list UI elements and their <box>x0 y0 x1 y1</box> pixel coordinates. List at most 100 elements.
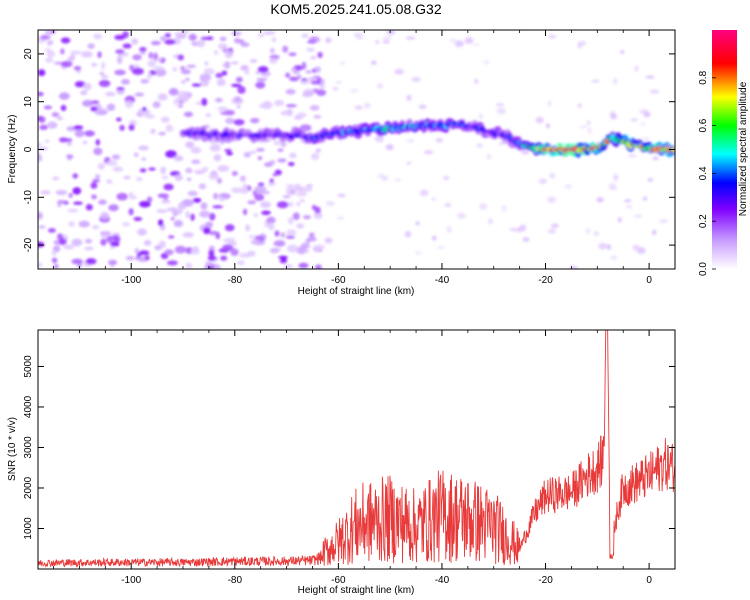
noise-cell <box>233 38 242 44</box>
noise-cell <box>394 178 402 182</box>
noise-cell <box>219 111 230 116</box>
noise-cell <box>94 110 107 116</box>
noise-cell <box>51 250 57 256</box>
noise-cell <box>296 246 308 255</box>
noise-cell <box>406 161 412 165</box>
noise-cell <box>134 247 139 254</box>
noise-cell <box>634 65 639 72</box>
spectrogram-y-label: Frequency (Hz) <box>7 115 18 184</box>
noise-cell <box>106 103 116 111</box>
noise-cell <box>243 151 251 158</box>
noise-cell <box>374 135 384 143</box>
noise-cell <box>642 136 650 142</box>
noise-cell <box>269 178 274 183</box>
noise-cell <box>271 37 277 43</box>
noise-cell <box>38 91 44 97</box>
noise-cell <box>236 104 241 109</box>
noise-cell <box>90 182 98 189</box>
noise-cell <box>495 103 505 107</box>
noise-cell <box>40 190 51 195</box>
noise-cell <box>478 113 484 120</box>
noise-cell <box>172 67 178 72</box>
colorbar-tick-label: 0.2 <box>698 214 709 228</box>
noise-cell <box>133 152 139 158</box>
noise-cell <box>230 61 239 65</box>
noise-cell <box>61 61 73 68</box>
noise-cell <box>231 171 238 176</box>
noise-cell <box>549 172 556 179</box>
noise-cell <box>68 220 75 227</box>
noise-cell <box>286 201 294 207</box>
noise-cell <box>208 249 215 257</box>
noise-cell <box>280 142 287 147</box>
noise-cell <box>222 62 231 69</box>
noise-cell <box>332 87 339 91</box>
noise-cell <box>47 228 56 233</box>
noise-cell <box>125 255 135 261</box>
noise-cell <box>627 154 638 158</box>
noise-cell <box>74 129 85 138</box>
noise-cell <box>150 40 161 46</box>
noise-cell <box>276 201 289 209</box>
noise-cell <box>52 245 61 253</box>
noise-cell <box>578 125 588 129</box>
noise-cell <box>116 192 128 201</box>
noise-cell <box>43 105 53 110</box>
noise-cell <box>97 51 102 59</box>
noise-cell <box>376 83 384 89</box>
noise-cell <box>283 264 294 268</box>
noise-cell <box>315 264 322 269</box>
noise-cell <box>305 70 313 74</box>
noise-cell <box>314 66 321 73</box>
noise-cell <box>187 190 198 197</box>
noise-cell <box>498 141 504 146</box>
noise-cell <box>231 83 242 88</box>
noise-cell <box>157 209 165 213</box>
noise-cell <box>444 202 452 208</box>
noise-cell <box>307 40 316 44</box>
noise-cell <box>249 150 257 154</box>
noise-cell <box>308 232 315 238</box>
colorbar-tick-label: 0.8 <box>698 70 709 84</box>
noise-cell <box>254 185 267 193</box>
noise-cell <box>90 106 98 112</box>
noise-cell <box>377 173 385 179</box>
noise-cell <box>324 237 333 244</box>
noise-cell <box>249 59 258 63</box>
snr-x-label: Height of straight line (km) <box>298 585 415 596</box>
noise-cell <box>106 179 113 184</box>
noise-cell <box>286 187 291 196</box>
noise-cell <box>247 250 256 257</box>
y-tick-label: 2000 <box>23 476 34 499</box>
noise-cell <box>237 85 246 94</box>
noise-cell <box>411 76 421 83</box>
noise-cell <box>586 120 591 126</box>
noise-cell <box>39 124 48 130</box>
noise-cell <box>280 232 286 238</box>
colorbar-tick-label: 0.6 <box>698 118 709 132</box>
noise-cell <box>625 204 633 209</box>
noise-cell <box>101 61 106 70</box>
noise-cell <box>219 196 225 202</box>
noise-cell <box>106 160 118 166</box>
noise-cell <box>250 239 260 245</box>
noise-cell <box>405 36 416 41</box>
figure-title: KOM5.2025.241.05.08.G32 <box>270 1 441 17</box>
noise-cell <box>406 94 412 102</box>
x-tick-label: -60 <box>331 575 346 586</box>
noise-cell <box>45 57 54 63</box>
noise-cell <box>119 124 125 131</box>
noise-cell <box>198 183 207 190</box>
noise-cell <box>418 104 427 110</box>
noise-cell <box>221 70 228 76</box>
noise-cell <box>613 174 619 182</box>
noise-cell <box>190 213 195 221</box>
noise-cell <box>153 52 158 60</box>
noise-cell <box>174 245 187 254</box>
snr-panel: -100 -80 -60 -40 -20 0 1000 2000 3000 4000 5000 He… <box>7 329 676 596</box>
noise-cell <box>285 235 295 239</box>
noise-cell <box>78 220 90 228</box>
noise-cell <box>266 216 276 224</box>
